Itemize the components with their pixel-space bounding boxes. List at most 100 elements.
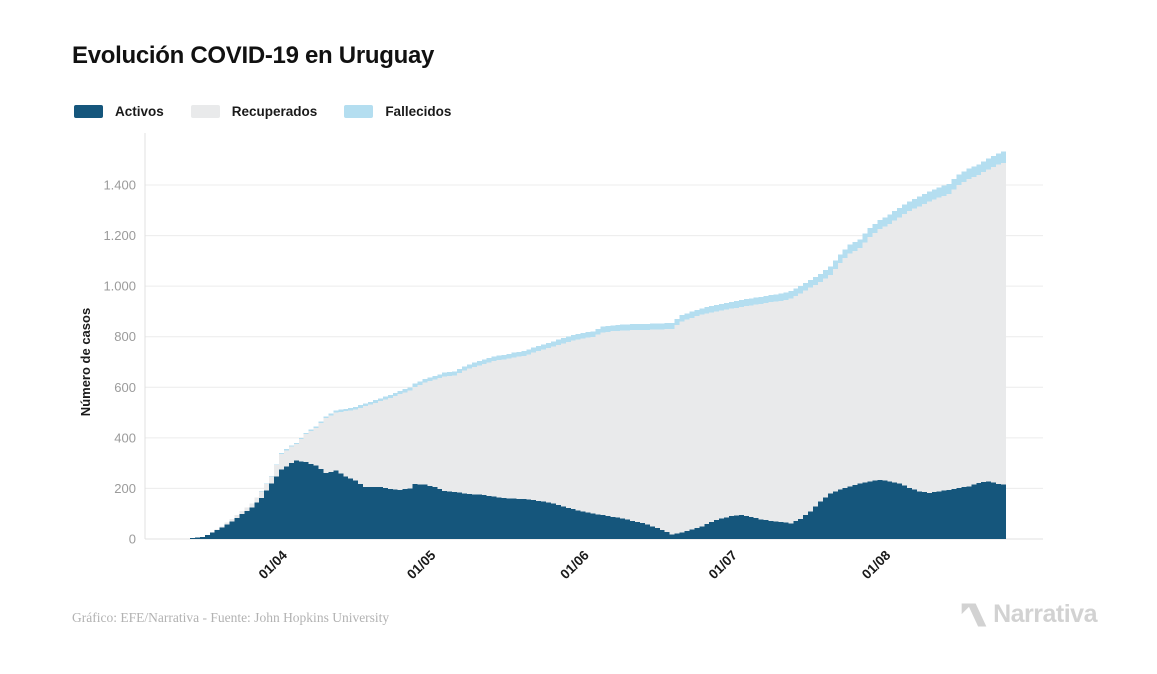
bar-activos [333,470,339,539]
bar-recuperados [560,343,566,507]
x-axis-labels: 01/04 01/05 01/06 01/07 01/08 [256,547,894,582]
bar-activos [382,488,388,539]
bar-fallecidos [570,334,576,341]
bar-activos [684,531,690,539]
bar-activos [412,483,418,539]
bar-fallecidos [402,389,408,393]
bar-activos [466,493,472,539]
bar-recuperados [911,208,917,490]
bar-activos [991,482,997,539]
bar-recuperados [432,379,438,488]
bar-fallecidos [447,371,453,377]
bar-fallecidos [343,408,349,412]
bar-activos [580,511,586,539]
bar-recuperados [679,321,685,533]
bar-activos [387,488,393,539]
bar-recuperados [694,316,700,528]
bar-fallecidos [724,302,730,310]
bar-activos [996,483,1002,539]
bar-recuperados [659,329,665,530]
bar-recuperados [264,483,270,491]
bar-recuperados [407,390,413,489]
bars-layer [190,151,1006,540]
bar-fallecidos [847,244,853,254]
bar-fallecidos [758,296,764,304]
bar-fallecidos [699,308,705,315]
bar-fallecidos [550,341,556,347]
bar-fallecidos [852,241,858,251]
bar-activos [664,532,670,539]
bar-recuperados [872,233,878,481]
bar-recuperados [966,179,972,487]
legend-label-fallecidos: Fallecidos [385,104,452,119]
bar-fallecidos [427,377,433,382]
bar-fallecidos [412,383,418,387]
bar-fallecidos [911,198,917,209]
bar-activos [303,461,309,539]
bar-recuperados [714,311,720,521]
bar-activos [887,481,893,539]
bar-activos [476,494,482,539]
bar-fallecidos [392,392,398,397]
bar-recuperados [511,357,517,499]
bar-activos [392,489,398,539]
bar-fallecidos [822,270,828,279]
bar-activos [827,493,833,539]
y-axis-title: Número de casos [78,308,93,416]
bar-activos [818,501,824,539]
bar-fallecidos [729,301,734,309]
bar-recuperados [902,214,908,486]
bar-fallecidos [461,366,467,371]
bar-activos [882,480,888,539]
bar-fallecidos [867,227,873,238]
bar-recuperados [832,268,838,492]
bar-recuperados [837,263,843,490]
bar-fallecidos [620,324,626,331]
bar-recuperados [442,376,448,491]
bar-fallecidos [793,288,799,297]
bar-activos [877,479,883,539]
bar-fallecidos [931,189,937,200]
bar-fallecidos [595,329,601,335]
bar-recuperados [269,476,275,484]
bar-activos [377,487,383,539]
bar-recuperados [531,352,537,501]
bar-recuperados [842,258,848,489]
bar-recuperados [259,491,265,499]
bar-recuperados [377,401,383,488]
bar-fallecidos [313,426,319,428]
bar-activos [432,487,438,539]
bar-activos [575,510,581,539]
y-tick-label: 1.400 [103,178,136,193]
bar-activos [348,478,354,539]
bar-recuperados [570,340,576,510]
bar-activos [546,502,552,539]
bar-activos [269,483,275,539]
bar-recuperados [555,344,561,506]
bar-activos [437,489,443,539]
bar-fallecidos [837,254,843,264]
bar-recuperados [392,396,398,490]
bar-activos [224,524,230,539]
bar-recuperados [664,329,670,533]
bar-recuperados [293,443,299,461]
y-tick-label: 1.200 [103,228,136,243]
bar-recuperados [481,364,487,496]
bar-fallecidos [684,313,690,320]
bar-recuperados [501,359,507,499]
bar-recuperados [397,394,403,490]
bar-recuperados [956,184,962,488]
bar-fallecidos [368,401,374,405]
bar-activos [783,522,789,539]
bar-fallecidos [511,352,517,358]
bar-recuperados [274,465,280,477]
bar-activos [585,512,591,539]
bar-activos [526,499,532,539]
bar-fallecidos [986,158,992,170]
bar-activos [288,463,294,539]
bar-activos [729,516,734,539]
bar-fallecidos [353,407,359,410]
bar-recuperados [491,360,497,497]
bar-fallecidos [288,445,294,447]
x-tick-label: 01/05 [404,547,439,582]
